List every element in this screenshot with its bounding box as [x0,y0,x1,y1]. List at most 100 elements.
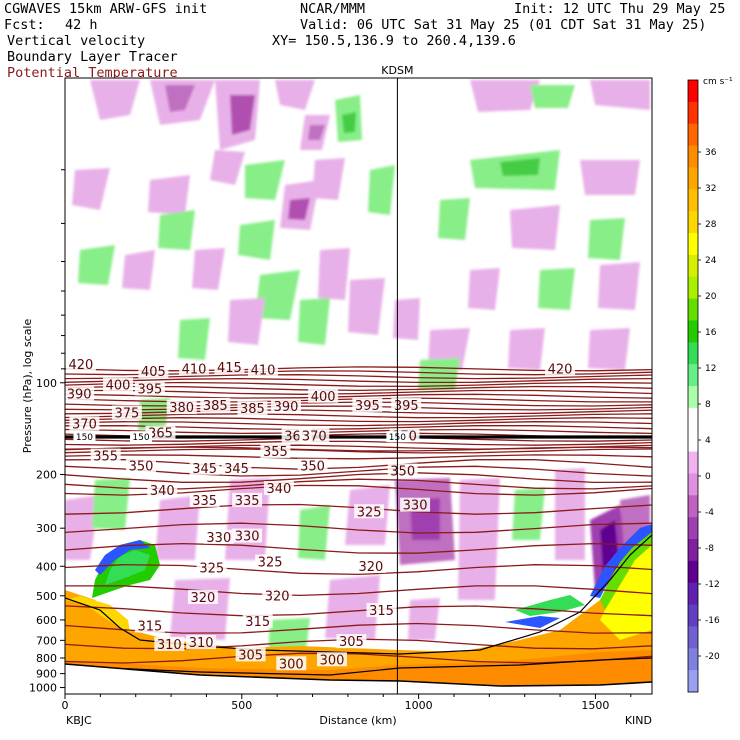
theta-label-bg [354,504,385,519]
colorbar-swatch [688,364,698,387]
theta-label-bg [545,361,576,376]
theta-label: 340 [150,484,175,499]
header-field-vertical-velocity: Vertical velocity [7,33,146,49]
theta-label-bg [179,361,210,376]
theta-label: 320 [190,591,215,606]
x-tick-label: 0 [62,699,69,712]
theta-label-bg [221,460,252,475]
theta-label: 305 [339,635,364,650]
header-model: CGWAVES 15km ARW-GFS init [4,1,208,17]
colorbar-swatch [688,233,698,256]
theta-label: 410 [251,364,276,379]
theta-label-bg [214,359,245,374]
theta-label-bg [235,647,266,662]
theta-label: 340 [267,482,292,497]
y-tick-label: 200 [36,469,57,482]
header-xy: XY= 150.5,136.9 to 260.4,139.6 [272,33,516,49]
colorbar-swatch [688,254,698,278]
theta-label-bg [189,492,220,507]
colorbar-swatch [688,386,698,409]
theta-label-bg [232,528,263,543]
colorbar-tick-label: -20 [705,652,720,662]
theta-label: 330 [206,531,231,546]
theta-label: 400 [311,390,336,405]
theta-label-bg [196,560,227,575]
theta-label-bg [336,634,367,649]
theta-label-bg [134,381,165,396]
colorbar-swatch [688,473,698,496]
colorbar-tick-label: 12 [705,364,716,374]
theta-contour [65,465,652,477]
theta-contour [65,605,652,617]
theta-label-bg [260,444,291,459]
x-tick-label: 1000 [405,699,433,712]
colorbar-swatch [688,189,698,212]
header-field-tracer: Boundary Layer Tracer [7,49,178,65]
theta-contour [65,458,652,470]
theta-label-bg [166,400,197,415]
theta-label-bg [147,482,178,497]
theta-label-bg [65,386,95,401]
colorbar-tick-label: 20 [705,292,717,302]
x-axis: 0 500 1000 1500 [62,694,632,712]
colorbar-frame [687,79,699,693]
colorbar-swatch [688,670,698,693]
x-endpoint-label-start: KBJC [66,714,92,727]
header-center: NCAR/MMM [300,1,366,17]
theta-label-bg [111,405,142,420]
y-tick-label: 900 [36,668,57,681]
theta-label: 395 [137,382,162,397]
colorbar-swatch [688,495,698,518]
colorbar-tick-label: -12 [705,580,720,590]
colorbar-tick-label: 36 [705,148,717,158]
colorbar-units: cm s⁻¹ [703,77,733,87]
theta-label-bg [138,364,169,379]
theta-label: 345 [224,462,249,477]
colorbar-tick-label: 4 [705,436,711,446]
colorbar-swatch [688,604,698,627]
theta-label: 415 [217,361,242,376]
y-tick-label: 100 [36,377,57,390]
y-axis-label: Pressure (hPa), log scale [21,319,34,454]
colorbar-swatch [688,342,698,365]
theta-contour [65,393,652,399]
theta-contour [65,454,652,460]
theta-label-bg [90,448,121,463]
theta-label-bg [126,458,157,473]
theta-label: 335 [235,494,260,509]
header-init: Init: 12 UTC Thu 29 May 25 [514,1,726,17]
theta-label-bg [242,614,273,629]
theta-label: 315 [369,604,394,619]
theta-label: 380 [169,401,194,416]
theta-label-bg [248,362,279,377]
theta-label-bg [154,636,185,651]
theta-label-bg [299,428,330,443]
theta-label: 325 [258,556,283,571]
x-tick-label: 1500 [581,699,609,712]
theta-label-bg [200,397,231,412]
colorbar-swatch [688,211,698,234]
terrain-surface-line [65,663,652,687]
theta-label: 385 [240,402,265,417]
theta-label: 370 [302,429,327,444]
theta-label: 355 [93,450,118,465]
theta-label-bg [263,481,294,496]
colorbar-swatch [688,101,698,125]
colorbar-swatch [688,80,698,103]
header-fcst-value: 42 h [65,17,98,33]
theta-label: 320 [265,589,290,604]
theta-label-bg [262,588,293,603]
theta-label: 350 [390,465,415,480]
theta-label-bg [308,388,339,403]
theta-label-layer: 420 405 410 415 410 420 390 400 395 380 385 385 390 4… [65,356,576,672]
theta-contour [65,446,652,452]
theta-contour [65,377,652,384]
colorbar-swatch [688,648,698,671]
theta-label: 370 [72,417,97,432]
colorbar-swatch [688,407,698,431]
theta-label: 350 [129,460,154,475]
colorbar-swatch [688,539,698,562]
tracer-label-bg [73,431,96,443]
theta-label-bg [203,529,234,544]
